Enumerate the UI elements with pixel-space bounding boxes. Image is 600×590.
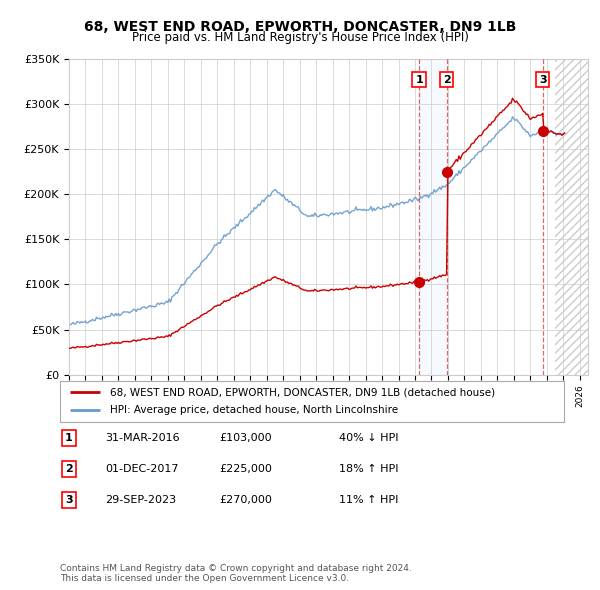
Text: £225,000: £225,000 bbox=[219, 464, 272, 474]
Text: 3: 3 bbox=[65, 496, 73, 505]
Text: 68, WEST END ROAD, EPWORTH, DONCASTER, DN9 1LB (detached house): 68, WEST END ROAD, EPWORTH, DONCASTER, D… bbox=[110, 387, 496, 397]
Text: 68, WEST END ROAD, EPWORTH, DONCASTER, DN9 1LB: 68, WEST END ROAD, EPWORTH, DONCASTER, D… bbox=[84, 19, 516, 34]
Text: £270,000: £270,000 bbox=[219, 496, 272, 505]
Bar bbox=[555, 59, 600, 375]
Text: 29-SEP-2023: 29-SEP-2023 bbox=[105, 496, 176, 505]
Text: HPI: Average price, detached house, North Lincolnshire: HPI: Average price, detached house, Nort… bbox=[110, 405, 398, 415]
Text: 40% ↓ HPI: 40% ↓ HPI bbox=[339, 433, 398, 442]
Text: £103,000: £103,000 bbox=[219, 433, 272, 442]
Text: 31-MAR-2016: 31-MAR-2016 bbox=[105, 433, 179, 442]
Text: 11% ↑ HPI: 11% ↑ HPI bbox=[339, 496, 398, 505]
Text: 2: 2 bbox=[65, 464, 73, 474]
Text: 01-DEC-2017: 01-DEC-2017 bbox=[105, 464, 179, 474]
Text: 1: 1 bbox=[65, 433, 73, 442]
Text: 18% ↑ HPI: 18% ↑ HPI bbox=[339, 464, 398, 474]
Text: Contains HM Land Registry data © Crown copyright and database right 2024.
This d: Contains HM Land Registry data © Crown c… bbox=[60, 563, 412, 583]
Text: 3: 3 bbox=[539, 74, 547, 84]
Text: 2: 2 bbox=[443, 74, 451, 84]
Text: 1: 1 bbox=[415, 74, 423, 84]
Text: Price paid vs. HM Land Registry's House Price Index (HPI): Price paid vs. HM Land Registry's House … bbox=[131, 31, 469, 44]
Bar bbox=[419, 59, 446, 375]
